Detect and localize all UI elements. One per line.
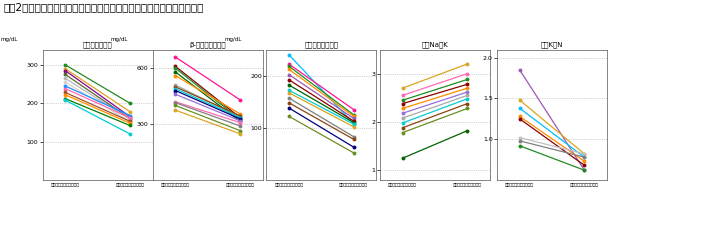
Text: 『囲2』高血圧の原因となる脂質などに及ぼすチクゴ株クロレラの効果: 『囲2』高血圧の原因となる脂質などに及ぼすチクゴ株クロレラの効果 xyxy=(4,2,204,12)
Title: 尿中Na／K: 尿中Na／K xyxy=(422,42,448,48)
Title: コレステロール: コレステロール xyxy=(83,42,112,48)
Title: β-リポプロテイン: β-リポプロテイン xyxy=(190,42,226,48)
Title: トリグリセライド: トリグリセライド xyxy=(305,42,338,48)
Text: mg/dL: mg/dL xyxy=(224,37,242,42)
Text: mg/dL: mg/dL xyxy=(1,37,18,42)
Title: 尿中K／N: 尿中K／N xyxy=(541,42,563,48)
Text: mg/dL: mg/dL xyxy=(111,37,129,42)
